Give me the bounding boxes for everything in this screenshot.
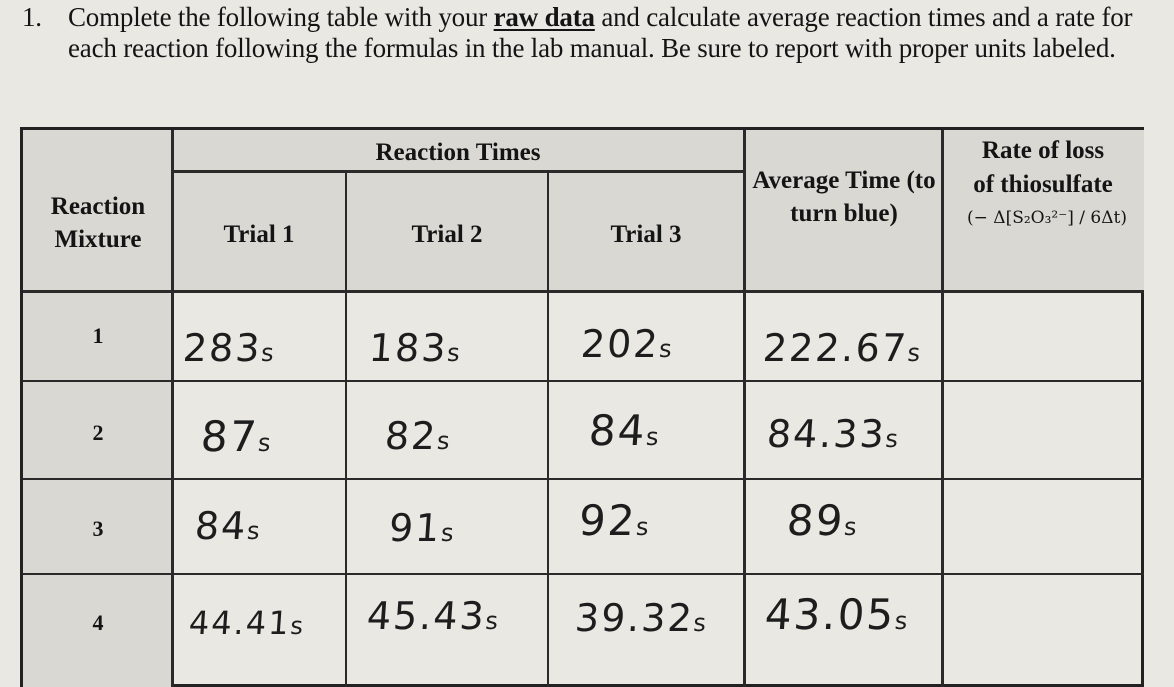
row-1-average: 222.67s bbox=[761, 326, 922, 370]
row-4-rate[interactable] bbox=[944, 575, 1144, 675]
row-1-trial3: 202s bbox=[579, 322, 673, 366]
mixture-column-cells bbox=[23, 292, 173, 687]
average-header: Average Time (to turn blue) bbox=[752, 167, 936, 227]
rate-header-line1: Rate of loss bbox=[981, 137, 1105, 164]
row-3-rate[interactable] bbox=[944, 480, 1144, 573]
rate-header-cell bbox=[941, 130, 1144, 292]
trial2-header: Trial 2 bbox=[411, 221, 483, 248]
row-3-mixture: 3 bbox=[92, 516, 104, 541]
row-2-average: 84.33s bbox=[765, 412, 899, 456]
question-number: 1. bbox=[22, 2, 42, 32]
question-emphasis: raw data bbox=[493, 2, 595, 32]
row-3-trial2: 91s bbox=[387, 506, 455, 550]
rate-header-line2: of thiosulfate bbox=[973, 171, 1113, 198]
reaction-times-header: Reaction Times bbox=[375, 139, 541, 166]
mixture-header-cell bbox=[23, 130, 173, 292]
row-1-rate[interactable] bbox=[944, 293, 1144, 380]
rate-formula: (− Δ[S₂O₃²⁻] / 6Δt) bbox=[967, 208, 1127, 228]
row-1-mixture: 1 bbox=[92, 323, 104, 348]
question-text-before: Complete the following table with your bbox=[68, 2, 488, 32]
row-2-rate[interactable] bbox=[944, 382, 1144, 478]
row-4-trial3: 39.32s bbox=[573, 596, 707, 640]
trial1-header: Trial 1 bbox=[223, 221, 295, 248]
row-4-mixture: 4 bbox=[92, 610, 104, 635]
question-text-after: and calculate average reaction times and… bbox=[68, 2, 1133, 63]
row-2-trial2: 82s bbox=[383, 414, 451, 458]
row-3-trial3: 92s bbox=[577, 496, 650, 545]
row-1-trial1: 283s bbox=[181, 326, 275, 370]
row-2-mixture: 2 bbox=[92, 420, 104, 445]
row-2-trial3: 84s bbox=[587, 406, 660, 455]
row-4-average: 43.05s bbox=[763, 590, 909, 639]
question-text: Complete the following table with your r… bbox=[68, 2, 1148, 64]
times-header-cell bbox=[173, 130, 941, 292]
row-4-trial1: 44.41s bbox=[187, 604, 304, 642]
row-1-trial2: 183s bbox=[367, 326, 461, 370]
mixture-header: Reaction Mixture bbox=[50, 193, 146, 253]
data-table: Reaction Mixture Reaction Times Trial 1 … bbox=[20, 127, 1144, 687]
row-3-trial1: 84s bbox=[193, 504, 261, 548]
trial3-header: Trial 3 bbox=[610, 221, 682, 248]
row-2-trial1: 87s bbox=[199, 412, 272, 461]
row-3-average: 89s bbox=[785, 496, 858, 545]
row-4-trial2: 45.43s bbox=[365, 594, 499, 638]
